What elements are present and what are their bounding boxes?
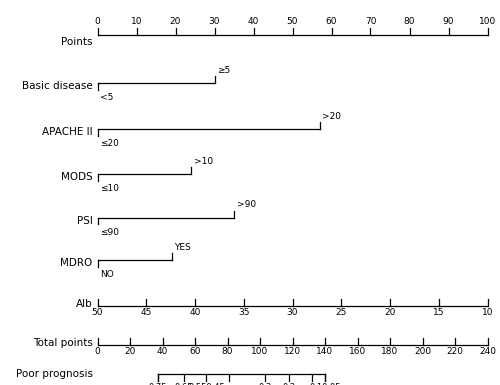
- Text: PSI: PSI: [76, 216, 92, 226]
- Text: APACHE II: APACHE II: [42, 127, 92, 137]
- Text: 100: 100: [479, 17, 496, 26]
- Text: 80: 80: [404, 17, 415, 26]
- Text: MDRO: MDRO: [60, 258, 92, 268]
- Text: 40: 40: [190, 308, 200, 317]
- Text: 200: 200: [414, 346, 431, 355]
- Text: 40: 40: [248, 17, 259, 26]
- Text: 20: 20: [124, 346, 136, 355]
- Text: 0.3: 0.3: [258, 383, 272, 385]
- Text: <5: <5: [100, 93, 114, 102]
- Text: 90: 90: [443, 17, 454, 26]
- Text: 160: 160: [349, 346, 366, 355]
- Text: 100: 100: [252, 346, 268, 355]
- Text: 240: 240: [479, 346, 496, 355]
- Text: YES: YES: [174, 243, 191, 252]
- Text: Points: Points: [61, 37, 92, 47]
- Text: 15: 15: [433, 308, 444, 317]
- Text: 30: 30: [209, 17, 220, 26]
- Text: 70: 70: [364, 17, 376, 26]
- Text: 0.550.45: 0.550.45: [188, 383, 225, 385]
- Text: 10: 10: [131, 17, 142, 26]
- Text: 60: 60: [189, 346, 201, 355]
- Text: 140: 140: [316, 346, 334, 355]
- Text: 50: 50: [287, 17, 298, 26]
- Text: NO: NO: [100, 270, 114, 279]
- Text: >90: >90: [236, 201, 256, 209]
- Text: 25: 25: [336, 308, 347, 317]
- Text: 0.75: 0.75: [148, 383, 167, 385]
- Text: ≤10: ≤10: [100, 184, 119, 193]
- Text: 45: 45: [140, 308, 152, 317]
- Text: 20: 20: [170, 17, 181, 26]
- Text: 10: 10: [482, 308, 494, 317]
- Text: 0.2: 0.2: [282, 383, 296, 385]
- Text: ≤90: ≤90: [100, 228, 119, 236]
- Text: 60: 60: [326, 17, 337, 26]
- Text: 0: 0: [94, 346, 100, 355]
- Text: 35: 35: [238, 308, 250, 317]
- Text: ≤20: ≤20: [100, 139, 119, 148]
- Text: 220: 220: [446, 346, 464, 355]
- Text: 120: 120: [284, 346, 301, 355]
- Text: 0: 0: [94, 17, 100, 26]
- Text: 30: 30: [287, 308, 298, 317]
- Text: 180: 180: [382, 346, 398, 355]
- Text: >10: >10: [194, 157, 212, 166]
- Text: ≥5: ≥5: [217, 66, 230, 75]
- Text: 50: 50: [92, 308, 104, 317]
- Text: Basic disease: Basic disease: [22, 81, 92, 91]
- Text: MODS: MODS: [61, 172, 92, 182]
- Text: 40: 40: [157, 346, 168, 355]
- Text: >20: >20: [322, 112, 342, 121]
- Text: Alb: Alb: [76, 299, 92, 309]
- Text: Total points: Total points: [32, 338, 92, 348]
- Text: 20: 20: [384, 308, 396, 317]
- Text: 0.65: 0.65: [174, 383, 193, 385]
- Text: 80: 80: [222, 346, 233, 355]
- Text: 0.10.05: 0.10.05: [310, 383, 341, 385]
- Text: Poor prognosis: Poor prognosis: [16, 369, 92, 379]
